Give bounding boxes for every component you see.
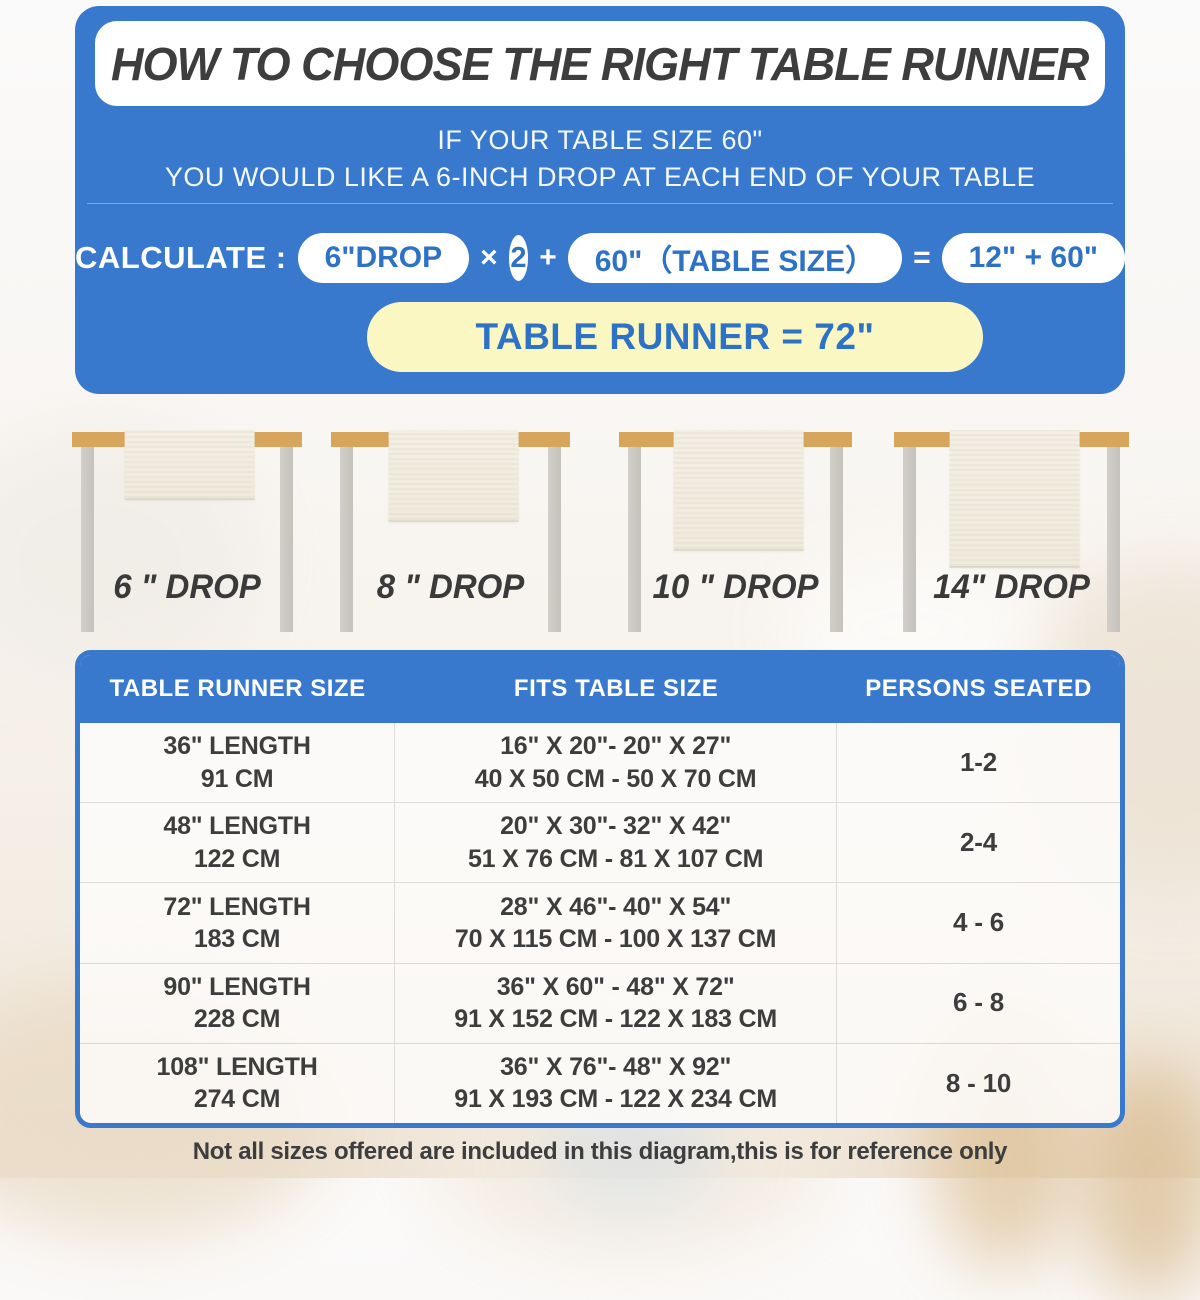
fits-size-line1: 36" X 76"- 48" X 92" bbox=[500, 1052, 732, 1081]
runner-size-line2: 274 CM bbox=[193, 1085, 281, 1114]
persons-value: 2-4 bbox=[960, 826, 998, 857]
persons-value: 8 - 10 bbox=[945, 1067, 1012, 1098]
runner-result-pill: TABLE RUNNER = 72" bbox=[367, 302, 983, 372]
persons-value: 4 - 6 bbox=[953, 907, 1005, 938]
table-figure-14-drop: 14" DROP bbox=[894, 430, 1129, 636]
runner-drape bbox=[673, 430, 804, 551]
title-box: HOW TO CHOOSE THE RIGHT TABLE RUNNER bbox=[95, 21, 1105, 106]
runner-drape bbox=[949, 430, 1080, 568]
table-size-pill: 60"（TABLE SIZE） bbox=[567, 233, 903, 283]
runner-size-cell: 108" LENGTH 274 CM bbox=[80, 1043, 396, 1123]
persons-seated-cell: 2-4 bbox=[837, 803, 1120, 882]
runner-size-line1: 72" LENGTH bbox=[163, 892, 311, 921]
fits-size-line1: 20" X 30"- 32" X 42" bbox=[500, 812, 732, 841]
persons-seated-cell: 8 - 10 bbox=[837, 1044, 1120, 1123]
table-leg-left bbox=[903, 447, 916, 632]
table-leg-right bbox=[548, 447, 561, 632]
footer-note: Not all sizes offered are included in th… bbox=[192, 1138, 1008, 1165]
table-body: 36" LENGTH 91 CM 16" X 20"- 20" X 27" 40… bbox=[80, 723, 1120, 1123]
runner-size-line2: 228 CM bbox=[193, 1005, 281, 1034]
table-leg-right bbox=[280, 447, 293, 632]
fits-size-line1: 36" X 60" - 48" X 72" bbox=[496, 972, 735, 1001]
drop-label: 10 " DROP bbox=[652, 568, 819, 606]
table-header-row: TABLE RUNNER SIZE FITS TABLE SIZE PERSON… bbox=[80, 655, 1120, 723]
runner-size-line2: 183 CM bbox=[193, 925, 281, 953]
drop-illustrations: 6 " DROP 8 " DROP 10 " DROP 14" DROP bbox=[72, 430, 1130, 636]
persons-seated-cell: 6 - 8 bbox=[837, 964, 1120, 1043]
runner-size-line1: 48" LENGTH bbox=[163, 812, 311, 841]
runner-size-cell: 36" LENGTH 91 CM bbox=[80, 723, 396, 803]
table-row: 90" LENGTH 228 CM 36" X 60" - 48" X 72" … bbox=[80, 962, 1120, 1043]
fits-size-cell: 20" X 30"- 32" X 42" 51 X 76 CM - 81 X 1… bbox=[395, 803, 838, 883]
drop-label: 14" DROP bbox=[933, 568, 1090, 606]
table-row: 72" LENGTH 183 CM 28" X 46"- 40" X 54" 7… bbox=[80, 882, 1120, 963]
runner-size-line1: 108" LENGTH bbox=[156, 1052, 318, 1081]
fits-size-line2: 40 X 50 CM - 50 X 70 CM bbox=[474, 764, 757, 793]
table-leg-right bbox=[1107, 447, 1120, 632]
fits-size-line1: 16" X 20"- 20" X 27" bbox=[500, 732, 732, 761]
table-row: 48" LENGTH 122 CM 20" X 30"- 32" X 42" 5… bbox=[80, 802, 1120, 883]
drop-value-pill: 6"DROP bbox=[297, 233, 470, 283]
fits-size-cell: 36" X 76"- 48" X 92" 91 X 193 CM - 122 X… bbox=[395, 1043, 838, 1123]
fits-size-cell: 16" X 20"- 20" X 27" 40 X 50 CM - 50 X 7… bbox=[395, 723, 838, 803]
runner-size-cell: 90" LENGTH 228 CM bbox=[80, 963, 396, 1043]
divider bbox=[87, 203, 1113, 204]
runner-size-line1: 90" LENGTH bbox=[163, 972, 311, 1001]
table-row: 36" LENGTH 91 CM 16" X 20"- 20" X 27" 40… bbox=[80, 723, 1120, 803]
table-leg-right bbox=[830, 447, 843, 632]
persons-value: 6 - 8 bbox=[953, 987, 1005, 1018]
header-panel: HOW TO CHOOSE THE RIGHT TABLE RUNNER IF … bbox=[75, 6, 1125, 394]
runner-size-line1: 36" LENGTH bbox=[163, 732, 311, 761]
fits-size-line2: 91 X 152 CM - 122 X 183 CM bbox=[454, 1005, 777, 1034]
calculation-row: CALCULATE : 6"DROP × 2 + 60"（TABLE SIZE）… bbox=[75, 232, 1125, 284]
fits-size-line2: 51 X 76 CM - 81 X 107 CM bbox=[467, 844, 764, 873]
column-header-persons-seated: PERSONS SEATED bbox=[865, 675, 1092, 702]
runner-size-cell: 48" LENGTH 122 CM bbox=[80, 803, 396, 883]
table-row: 108" LENGTH 274 CM 36" X 76"- 48" X 92" … bbox=[80, 1042, 1120, 1123]
multiply-operator: × bbox=[480, 241, 498, 274]
fits-size-line2: 91 X 193 CM - 122 X 234 CM bbox=[454, 1085, 777, 1114]
table-figure-6-drop: 6 " DROP bbox=[72, 430, 302, 636]
equals-operator: = bbox=[913, 241, 931, 274]
persons-value: 1-2 bbox=[960, 746, 998, 777]
runner-size-cell: 72" LENGTH 183 CM bbox=[80, 883, 396, 963]
column-header-runner-size: TABLE RUNNER SIZE bbox=[109, 675, 366, 702]
fits-size-line2: 70 X 115 CM - 100 X 137 CM bbox=[454, 925, 777, 953]
calculate-label: CALCULATE : bbox=[75, 240, 287, 275]
intro-line-1: IF YOUR TABLE SIZE 60" bbox=[437, 125, 763, 155]
fits-size-cell: 28" X 46"- 40" X 54" 70 X 115 CM - 100 X… bbox=[395, 883, 838, 963]
table-figure-10-drop: 10 " DROP bbox=[619, 430, 852, 636]
runner-drape bbox=[124, 430, 255, 500]
fits-size-cell: 36" X 60" - 48" X 72" 91 X 152 CM - 122 … bbox=[395, 963, 838, 1043]
plus-operator: + bbox=[539, 241, 557, 274]
persons-seated-cell: 1-2 bbox=[837, 723, 1120, 802]
fits-size-line1: 28" X 46"- 40" X 54" bbox=[500, 892, 732, 921]
table-leg-left bbox=[340, 447, 353, 632]
table-figure-8-drop: 8 " DROP bbox=[331, 430, 570, 636]
multiplier-circle: 2 bbox=[508, 235, 529, 281]
page-title: HOW TO CHOOSE THE RIGHT TABLE RUNNER bbox=[111, 37, 1089, 90]
table-leg-left bbox=[81, 447, 94, 632]
runner-size-line2: 122 CM bbox=[193, 844, 281, 873]
drop-label: 8 " DROP bbox=[376, 568, 525, 606]
intro-line-2: YOU WOULD LIKE A 6-INCH DROP AT EACH END… bbox=[164, 162, 1036, 192]
sum-pill: 12" + 60" bbox=[941, 233, 1125, 283]
runner-size-line2: 91 CM bbox=[200, 764, 274, 793]
runner-drape bbox=[388, 430, 519, 522]
table-leg-left bbox=[628, 447, 641, 632]
column-header-fits-table-size: FITS TABLE SIZE bbox=[513, 675, 719, 702]
drop-label: 6 " DROP bbox=[113, 568, 261, 606]
persons-seated-cell: 4 - 6 bbox=[837, 883, 1120, 962]
size-reference-table: TABLE RUNNER SIZE FITS TABLE SIZE PERSON… bbox=[75, 650, 1125, 1128]
